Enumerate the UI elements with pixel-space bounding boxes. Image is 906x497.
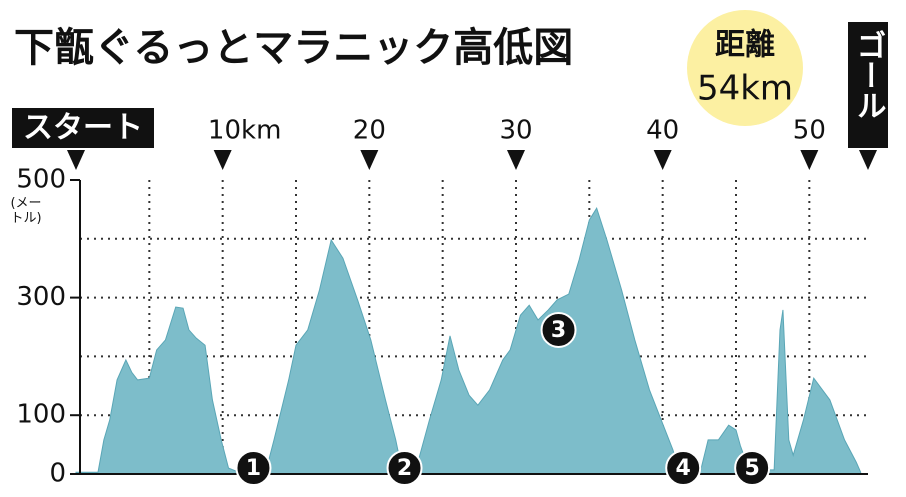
distance-value: 54km — [697, 69, 793, 109]
point-marker-label: 4 — [676, 456, 691, 481]
goal-box — [848, 22, 888, 148]
point-marker-label: 3 — [551, 318, 566, 343]
point-marker-label: 1 — [246, 456, 261, 481]
x-tick — [360, 150, 379, 170]
x-tick-label: 50 — [793, 116, 826, 146]
distance-title: 距離 — [715, 28, 775, 63]
chart-title: 下甑ぐるっとマラニック高低図 — [14, 25, 573, 71]
y-tick-label: 100 — [16, 400, 66, 430]
goal-marker — [859, 150, 877, 170]
point-marker — [235, 450, 272, 486]
start-marker — [67, 150, 85, 170]
x-tick-label: 30 — [499, 116, 532, 146]
point-marker — [734, 450, 771, 486]
y-tick-label: 500 — [16, 165, 66, 195]
distance-badge — [687, 10, 803, 126]
x-tick — [800, 150, 819, 170]
point-marker-label: 2 — [397, 456, 412, 481]
point-marker-label: 5 — [744, 456, 759, 481]
y-tick-label: 0 — [49, 459, 66, 489]
x-tick — [507, 150, 525, 170]
point-marker — [386, 450, 423, 486]
y-tick-label: 300 — [16, 282, 66, 312]
x-tick-label: 40 — [646, 116, 679, 146]
x-tick-label: 20 — [353, 116, 386, 146]
elevation-area — [75, 207, 862, 475]
goal-label: ゴール — [851, 29, 886, 120]
x-tick — [653, 150, 672, 170]
x-tick — [213, 150, 232, 170]
start-box — [12, 108, 154, 148]
point-marker — [665, 450, 702, 486]
x-tick-label: 10km — [208, 116, 281, 146]
point-marker — [540, 311, 577, 348]
y-unit: (メートル) — [10, 196, 42, 226]
start-label: スタート — [23, 111, 143, 146]
